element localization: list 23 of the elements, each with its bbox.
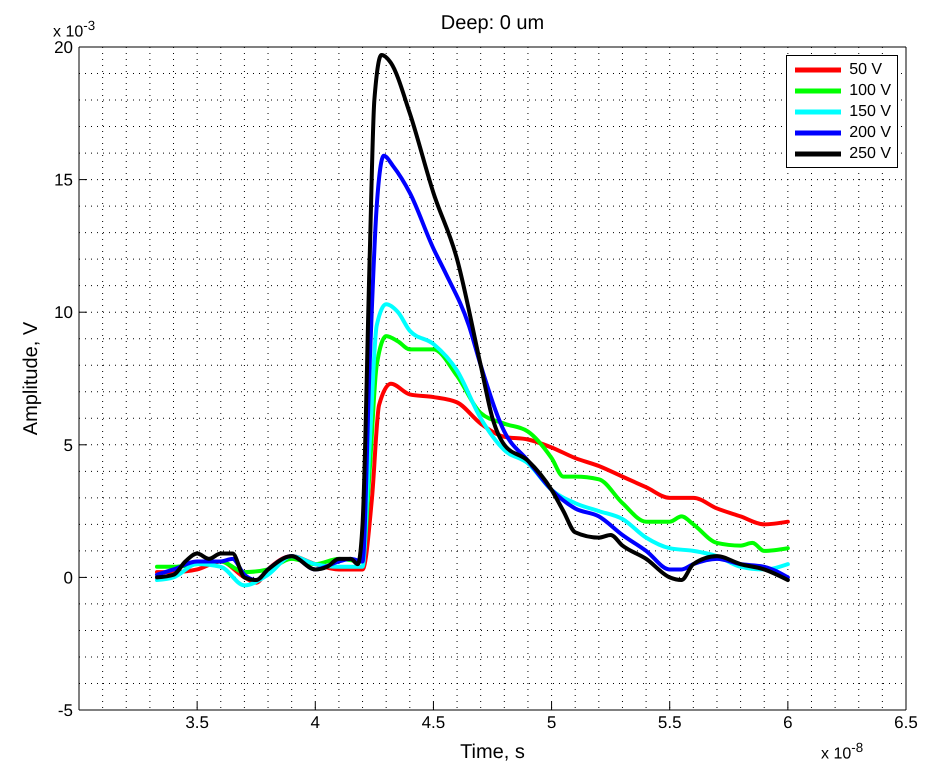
text: x 10$^{-8}$ xyxy=(821,740,864,764)
y-tick-label: 20 xyxy=(54,38,73,58)
x-tick-label: 6 xyxy=(783,713,793,732)
x-axis-title: Time, s xyxy=(460,741,525,763)
legend-label: 250 V xyxy=(849,144,891,162)
x-tick-label: 4.5 xyxy=(422,713,446,732)
chart-title: Deep: 0 um xyxy=(440,12,544,34)
x-tick-label: 6.5 xyxy=(894,713,918,732)
text: x 10$^{-3}$ xyxy=(53,18,96,41)
y-tick-label: 0 xyxy=(64,568,73,588)
y-tick-label: -5 xyxy=(58,701,73,720)
x-tick-label: 4 xyxy=(310,713,320,732)
legend-label: 150 V xyxy=(849,102,891,120)
legend-label: 100 V xyxy=(849,82,891,100)
y-axis-title: Amplitude, V xyxy=(20,321,42,436)
x-tick-label: 5.5 xyxy=(658,713,682,732)
y-tick-label: 5 xyxy=(64,436,73,455)
x-tick-label: 5 xyxy=(546,713,556,732)
legend-label: 200 V xyxy=(849,124,891,142)
x-tick-label: 3.5 xyxy=(185,713,209,732)
legend-label: 50 V xyxy=(849,60,882,78)
y-tick-label: 15 xyxy=(54,170,73,190)
y-tick-label: 10 xyxy=(54,303,73,322)
